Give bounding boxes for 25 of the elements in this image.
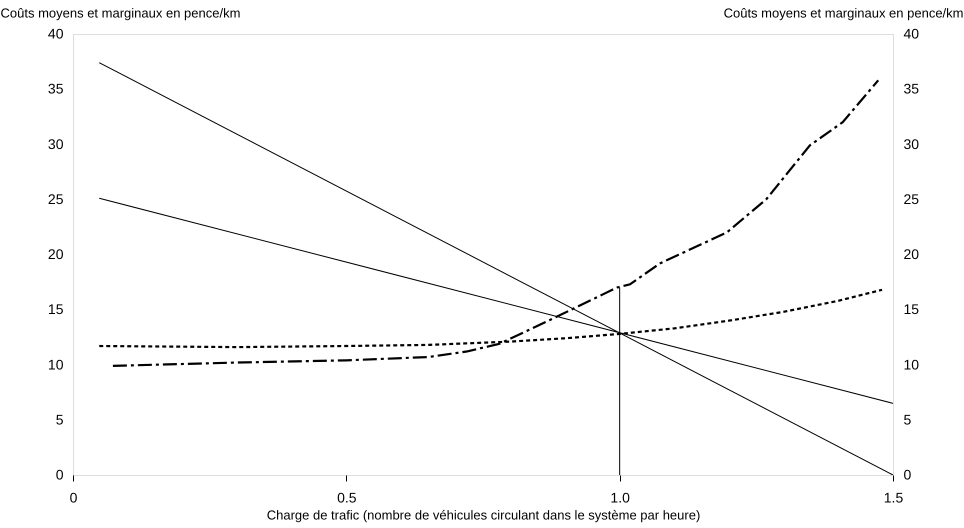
y-tick-label: 40: [48, 26, 64, 42]
y2-tick-label: 0: [904, 466, 912, 482]
y-tick-label: 20: [48, 246, 64, 262]
x-tick-label: 0: [70, 490, 78, 506]
y-tick-label: 5: [56, 411, 64, 428]
y-tick-label: 0: [56, 466, 64, 482]
x-tick-label: 1.5: [884, 490, 904, 506]
y2-tick-label: 5: [904, 411, 912, 428]
y2-tick-label: 35: [904, 80, 920, 97]
y2-tick-label: 30: [904, 136, 920, 152]
y-tick-label: 25: [48, 190, 64, 207]
x-tick-label: 0.5: [337, 490, 357, 506]
y-tick-label: 30: [48, 136, 64, 152]
y-axis-title: Coûts moyens et marginaux en pence/km: [0, 6, 240, 20]
y2-tick-label: 20: [904, 246, 920, 262]
y2-tick-label: 40: [904, 26, 920, 42]
y-tick-label: 15: [48, 301, 64, 318]
y2-axis-title: Coûts moyens et marginaux en pence/km: [724, 6, 964, 20]
y-tick-label: 10: [48, 356, 64, 372]
x-tick-label: 1.0: [610, 490, 630, 506]
y2-tick-label: 25: [904, 190, 920, 207]
x-axis-title: Charge de trafic (nombre de véhicules circulant dans le système par heure): [266, 508, 700, 522]
y2-tick-label: 10: [904, 356, 920, 372]
y2-tick-label: 15: [904, 301, 920, 318]
y-tick-label: 35: [48, 80, 64, 97]
